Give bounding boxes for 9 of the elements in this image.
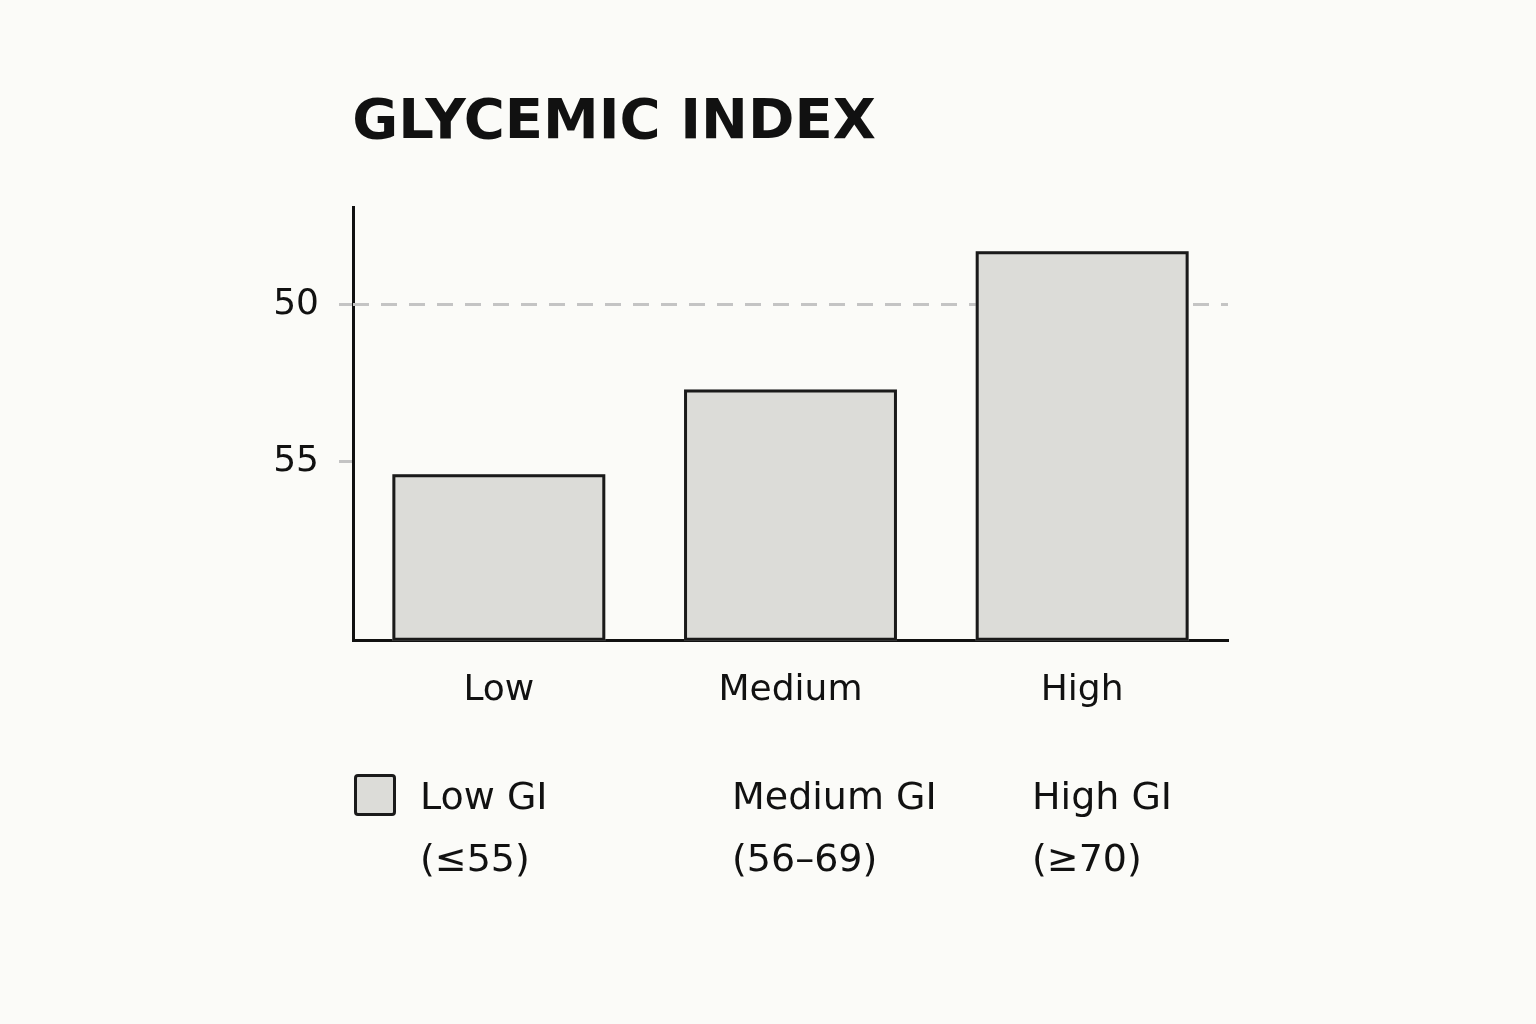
text: Low GI (≤55) — [420, 773, 548, 882]
x-tick-label: Medium — [718, 666, 863, 708]
text: High GI (≥70) — [1032, 773, 1173, 882]
text: Medium GI (56–69) — [732, 773, 937, 882]
y-tick-label: 55 — [273, 438, 319, 480]
x-tick-label: High — [1040, 666, 1124, 708]
y-tick-label: 50 — [273, 280, 319, 322]
x-tick-label: Low — [463, 666, 535, 708]
chart-title: GLYCEMIC INDEX — [352, 86, 876, 152]
